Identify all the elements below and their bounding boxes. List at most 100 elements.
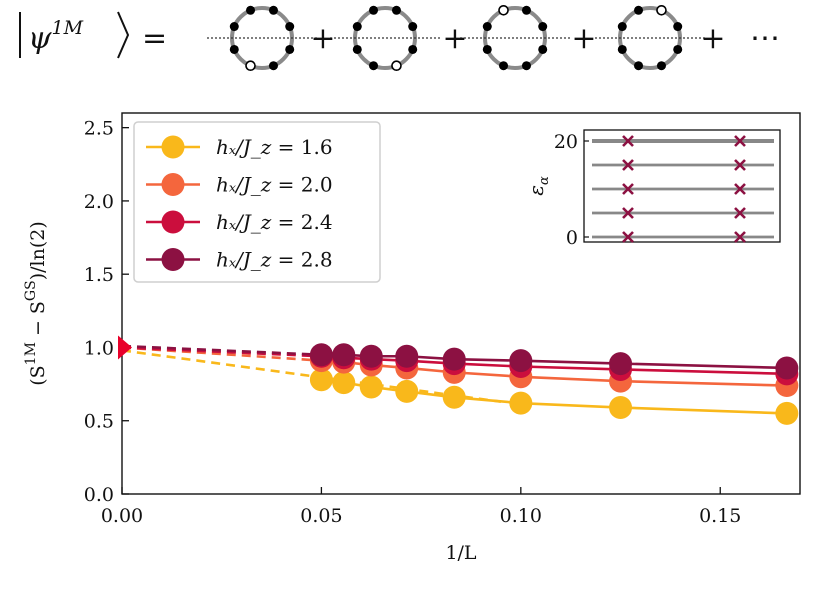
plot-frame — [121, 112, 801, 495]
y-tick-label: 1.0 — [84, 337, 114, 359]
filled-site — [369, 5, 379, 15]
filled-site — [634, 61, 644, 71]
x-axis-label: 1/L — [445, 542, 476, 564]
x-tick-label: 0.15 — [699, 505, 741, 527]
filled-site — [617, 44, 627, 54]
ket-psi: ψ1M — [28, 17, 84, 56]
equals-sign: = — [142, 21, 167, 56]
legend-marker — [161, 173, 185, 196]
series-2.8 — [121, 343, 799, 380]
filled-site — [482, 44, 492, 54]
filled-site — [229, 44, 239, 54]
filled-site — [408, 22, 418, 32]
y-axis-label-text: (S1M − SGS)/ln(2) — [23, 221, 49, 386]
empty-site — [498, 4, 509, 16]
level-marker — [622, 231, 634, 243]
legend-label: hₓ/J_z = 1.6 — [216, 135, 333, 159]
level-marker — [734, 159, 746, 171]
main-plot: 0.00 0.05 0.10 0.15 0.0 0.5 1.0 1.5 2.0 2.5 1/L (S1… — [23, 112, 801, 564]
ring-diagram — [207, 5, 317, 72]
data-point — [775, 356, 799, 380]
extrapolation-line — [121, 346, 322, 358]
ellipsis: ⋯ — [750, 21, 780, 56]
data-point — [609, 396, 633, 420]
level-marker — [622, 183, 634, 195]
x-tick-label: 0.00 — [101, 505, 143, 527]
ring-diagram — [460, 4, 570, 71]
level-marker — [734, 231, 746, 243]
series-1.6 — [121, 349, 799, 425]
legend-label: hₓ/J_z = 2.0 — [216, 173, 333, 197]
legend-box — [133, 121, 381, 283]
filled-site — [285, 22, 295, 32]
data-point — [509, 391, 533, 415]
data-point — [509, 349, 533, 373]
extrapolated-point — [118, 335, 132, 360]
filled-site — [268, 61, 278, 71]
data-point — [609, 352, 633, 376]
data-point — [359, 344, 383, 368]
data-point — [395, 379, 419, 403]
filled-site — [538, 44, 548, 54]
data-point — [442, 385, 466, 409]
plus-sign: + — [310, 21, 335, 56]
inset-frame — [583, 129, 781, 243]
empty-site — [656, 4, 667, 16]
filled-site — [229, 22, 239, 32]
level-marker — [734, 207, 746, 219]
inset-y-label-text: εα — [524, 176, 552, 196]
data-point — [309, 343, 333, 367]
filled-site — [391, 5, 401, 15]
data-point — [332, 371, 356, 395]
level-marker — [622, 207, 634, 219]
legend-marker — [161, 248, 185, 271]
y-tick-label: 2.5 — [84, 118, 114, 140]
filled-site — [521, 61, 531, 71]
extrapolation-line — [121, 344, 322, 357]
filled-site — [408, 44, 418, 54]
ring-diagram — [330, 5, 440, 72]
filled-site — [634, 5, 644, 15]
filled-site — [656, 61, 666, 71]
empty-site — [245, 60, 256, 72]
data-point — [309, 368, 333, 392]
plus-sign: + — [442, 21, 467, 56]
data-point — [442, 347, 466, 371]
filled-site — [673, 44, 683, 54]
filled-site — [246, 5, 256, 15]
data-point — [359, 375, 383, 399]
filled-site — [268, 5, 278, 15]
filled-site — [352, 44, 362, 54]
y-axis-label: (S1M − SGS)/ln(2) — [23, 221, 49, 386]
y-tick-label: 1.5 — [84, 264, 114, 286]
legend-marker — [161, 210, 185, 234]
plus-sign: + — [700, 21, 725, 56]
filled-site — [482, 22, 492, 32]
inset-plot: 0 20 εα — [524, 129, 781, 249]
ket-angle — [117, 11, 130, 59]
level-marker — [622, 159, 634, 171]
wavefunction-equation: ψ1M = + + + + ⋯ — [19, 4, 780, 72]
data-point — [395, 344, 419, 368]
empty-site — [391, 60, 402, 72]
ring-diagram — [595, 4, 705, 71]
y-tick-label: 0.5 — [84, 411, 114, 433]
legend-label: hₓ/J_z = 2.4 — [216, 210, 333, 234]
x-tick-label: 0.05 — [300, 505, 342, 527]
extrapolation-line — [121, 349, 502, 403]
filled-site — [352, 22, 362, 32]
level-marker — [622, 135, 634, 147]
inset-y-tick-label: 0 — [566, 227, 578, 249]
filled-site — [369, 61, 379, 71]
plus-sign: + — [571, 21, 596, 56]
x-tick-label: 0.10 — [500, 505, 542, 527]
filled-site — [285, 44, 295, 54]
inset-y-tick-label: 20 — [554, 131, 578, 153]
inset-y-label: εα — [524, 176, 552, 196]
legend-label: hₓ/J_z = 2.8 — [216, 248, 333, 272]
data-point — [775, 401, 799, 425]
level-marker — [734, 135, 746, 147]
level-marker — [734, 183, 746, 195]
legend-marker — [161, 135, 185, 159]
